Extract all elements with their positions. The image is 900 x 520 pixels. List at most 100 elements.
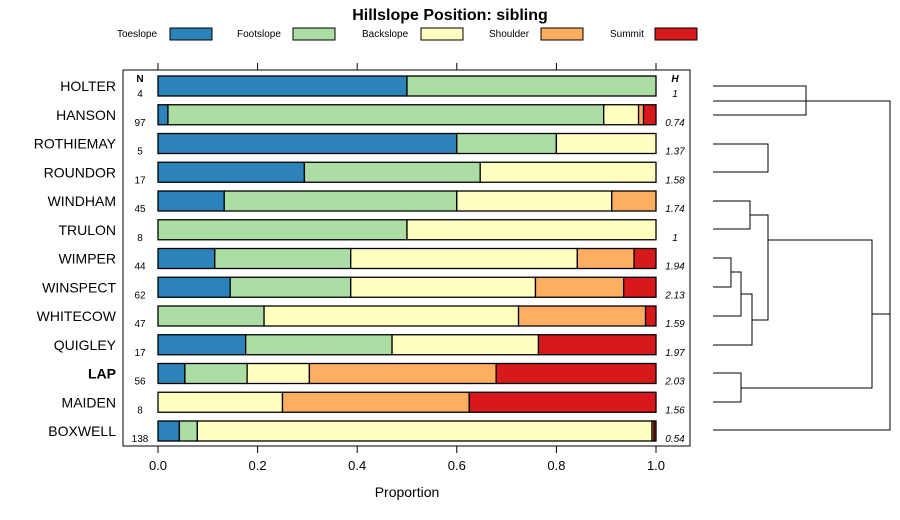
- dendrogram: [713, 85, 891, 431]
- bar-segment-wimper-toeslope: [157, 247, 216, 270]
- bar-segment-roundor-toeslope: [157, 161, 306, 183]
- bar-segment-winspect-toeslope: [157, 276, 231, 298]
- h-value-windham: 1.74: [665, 204, 685, 215]
- dendrogram-branch: [713, 293, 753, 346]
- row-label-holter: HOLTER: [60, 78, 116, 94]
- n-value-boxwell: 138: [132, 434, 149, 445]
- bar-segment-boxwell-toeslope: [157, 420, 181, 442]
- x-tick-label: 0.6: [448, 458, 466, 473]
- h-value-rothiemay: 1.37: [665, 147, 685, 158]
- bar-segment-wimper-backslope: [350, 247, 578, 270]
- bar-segment-quigley-summit: [537, 334, 657, 356]
- bar-segment-whitecow-footslope: [157, 305, 265, 327]
- h-value-winspect: 2.13: [664, 290, 685, 301]
- bar-segment-windham-shoulder: [611, 190, 657, 212]
- bar-segment-wimper-shoulder: [576, 247, 635, 270]
- bar-segment-quigley-backslope: [391, 334, 540, 356]
- h-value-quigley: 1.97: [665, 348, 685, 359]
- row-label-wimper: WIMPER: [58, 251, 116, 267]
- h-value-holter: 1: [672, 89, 678, 100]
- n-value-rothiemay: 5: [137, 147, 143, 158]
- bar-segment-boxwell-summit: [653, 420, 657, 442]
- dendrogram-branch: [713, 257, 732, 288]
- bar-segment-boxwell-backslope: [196, 420, 653, 442]
- bar-segment-maiden-shoulder: [281, 391, 470, 413]
- x-axis-title: Proportion: [375, 484, 440, 500]
- h-column-header: H: [671, 74, 679, 85]
- n-value-winspect: 62: [134, 290, 146, 301]
- row-label-rothiemay: ROTHIEMAY: [34, 136, 117, 152]
- row-label-windham: WINDHAM: [48, 193, 116, 209]
- bar-segment-winspect-footslope: [229, 276, 352, 298]
- h-value-wimper: 1.94: [665, 262, 685, 273]
- row-label-whitecow: WHITECOW: [37, 308, 117, 324]
- row-label-lap: LAP: [88, 366, 116, 382]
- bar-segment-lap-shoulder: [308, 362, 497, 385]
- n-value-quigley: 17: [134, 348, 146, 359]
- row-label-roundor: ROUNDOR: [44, 164, 116, 180]
- bar-segment-rothiemay-toeslope: [157, 132, 458, 155]
- bar-segment-lap-summit: [495, 362, 657, 385]
- bar-segment-hanson-summit: [642, 104, 657, 126]
- bar-segment-windham-footslope: [223, 190, 458, 212]
- n-value-lap: 56: [134, 377, 146, 388]
- bar-segment-boxwell-footslope: [178, 420, 198, 442]
- h-value-whitecow: 1.59: [665, 319, 685, 330]
- bar-segment-winspect-backslope: [350, 276, 537, 298]
- bar-segment-roundor-footslope: [303, 161, 481, 183]
- row-label-trulon: TRULON: [58, 222, 116, 238]
- legend-label-summit: Summit: [610, 29, 644, 40]
- bar-segment-holter-toeslope: [157, 75, 408, 97]
- bar-segment-rothiemay-backslope: [555, 132, 657, 155]
- dendrogram-branch: [713, 372, 742, 403]
- bar-segment-wimper-footslope: [214, 247, 352, 270]
- legend: Toeslope Footslope Backslope Shoulder Summit: [117, 27, 698, 41]
- bar-segment-hanson-shoulder: [637, 104, 645, 126]
- h-value-lap: 2.03: [664, 377, 685, 388]
- x-tick-label: 0.8: [547, 458, 565, 473]
- legend-label-footslope: Footslope: [237, 29, 281, 40]
- n-value-trulon: 8: [137, 233, 143, 244]
- n-value-wimper: 44: [134, 262, 146, 273]
- n-value-maiden: 8: [137, 405, 143, 416]
- bar-segment-trulon-backslope: [406, 219, 657, 241]
- dendrogram-branch: [713, 200, 751, 230]
- bar-segment-roundor-backslope: [479, 161, 657, 183]
- legend-label-toeslope: Toeslope: [117, 29, 157, 40]
- legend-label-backslope: Backslope: [362, 29, 409, 40]
- bar-segment-windham-backslope: [456, 190, 613, 212]
- h-value-trulon: 1: [672, 233, 678, 244]
- bar-segment-winspect-shoulder: [534, 276, 625, 298]
- bar-segment-trulon-footslope: [157, 219, 408, 241]
- n-value-whitecow: 47: [134, 319, 146, 330]
- bar-segment-maiden-backslope: [157, 391, 284, 413]
- bar-segment-holter-footslope: [406, 75, 657, 97]
- dendrogram-branch: [713, 100, 891, 431]
- bar-segment-hanson-backslope: [603, 104, 640, 126]
- legend-swatch-toeslope: [169, 27, 213, 41]
- n-value-roundor: 17: [134, 175, 146, 186]
- x-axis: 0.0 0.2 0.4 0.6 0.8 1.0: [149, 63, 665, 473]
- x-tick-label: 0.0: [149, 458, 167, 473]
- chart-title: Hillslope Position: sibling: [352, 7, 548, 24]
- bar-segment-maiden-summit: [468, 391, 657, 413]
- h-value-maiden: 1.56: [665, 405, 685, 416]
- legend-swatch-summit: [654, 27, 698, 41]
- plot-frame: [122, 69, 691, 447]
- bar-segment-hanson-footslope: [167, 104, 605, 126]
- row-label-winspect: WINSPECT: [42, 279, 116, 295]
- n-value-hanson: 97: [134, 118, 146, 129]
- row-label-quigley: QUIGLEY: [54, 337, 117, 353]
- bar-segment-quigley-footslope: [244, 334, 393, 356]
- bar-segment-rothiemay-footslope: [456, 132, 558, 155]
- dendrogram-branch: [713, 143, 769, 173]
- dendrogram-branch: [713, 271, 742, 317]
- x-tick-label: 1.0: [647, 458, 665, 473]
- bar-segment-lap-backslope: [246, 362, 311, 385]
- row-label-boxwell: BOXWELL: [48, 423, 116, 439]
- legend-swatch-footslope: [292, 27, 336, 41]
- bar-segment-whitecow-summit: [644, 305, 657, 327]
- bar-segment-quigley-toeslope: [157, 334, 247, 356]
- h-value-hanson: 0.74: [665, 118, 685, 129]
